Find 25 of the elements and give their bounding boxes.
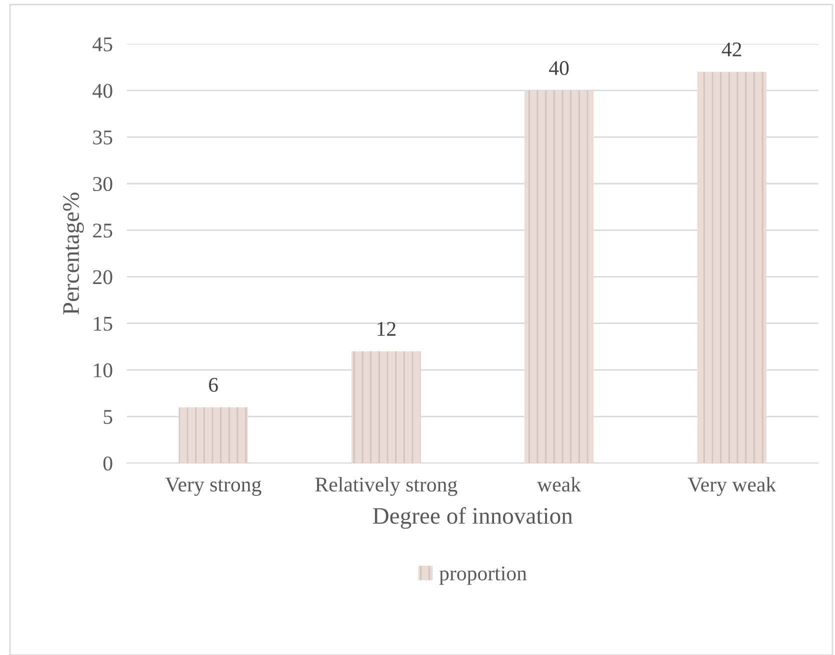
y-tick-label: 20 xyxy=(93,270,112,284)
data-label: 42 xyxy=(722,42,742,56)
data-label: 12 xyxy=(378,322,396,336)
y-tick-label: 35 xyxy=(93,130,112,144)
data-label: 40 xyxy=(549,61,569,76)
x-tick-label: weak xyxy=(537,476,582,492)
y-tick-label: 10 xyxy=(94,363,112,378)
y-tick-label: 0 xyxy=(103,456,112,471)
y-tick-label: 25 xyxy=(93,224,112,238)
bar xyxy=(697,72,766,464)
y-tick-label: 45 xyxy=(92,37,112,52)
y-tick-label: 15 xyxy=(94,316,112,331)
bar xyxy=(524,90,594,464)
legend-label: proportion xyxy=(439,566,527,585)
x-tick-label: Relatively strong xyxy=(315,476,458,496)
x-tick-label: Very weak xyxy=(688,476,776,496)
bar xyxy=(178,407,248,464)
y-tick-label: 30 xyxy=(93,176,112,192)
x-axis-title: Degree of innovation xyxy=(372,507,573,529)
y-tick-label: 40 xyxy=(92,84,112,98)
data-label: 6 xyxy=(209,378,218,392)
y-tick-label: 5 xyxy=(104,410,112,424)
x-tick-label: Very strong xyxy=(165,478,262,496)
y-axis-title: Percentage% xyxy=(63,192,84,314)
bar xyxy=(352,351,421,464)
